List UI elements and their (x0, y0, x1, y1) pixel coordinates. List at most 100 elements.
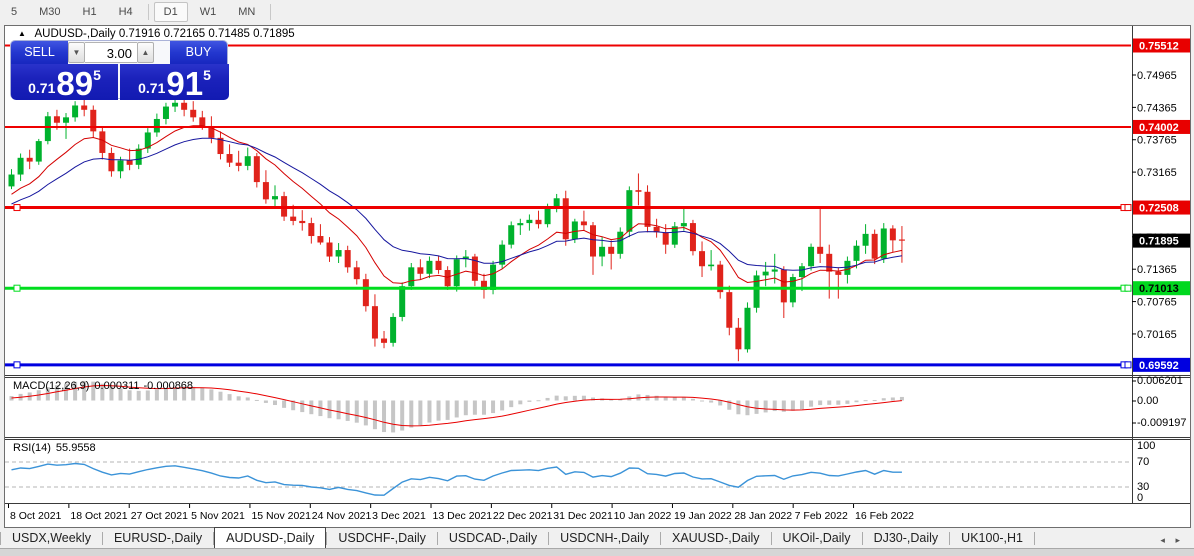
price-badge (1133, 38, 1190, 53)
buy-price-prefix: 0.71 (138, 80, 166, 96)
buy-button[interactable]: BUY (170, 41, 227, 64)
sell-price-sup: 5 (93, 67, 101, 83)
x-axis-date-label: 15 Nov 2021 (251, 510, 311, 522)
y-axis-label: 0.73165 (1137, 167, 1177, 179)
macd-axis-label: 0.00 (1137, 395, 1158, 407)
symbol-ohlc-line: AUDUSD-,Daily 0.71916 0.72165 0.71485 0.… (34, 28, 295, 40)
macd-signal-line (11, 384, 902, 427)
price-axis[interactable]: 0.749650.743650.737650.731650.719650.713… (1124, 38, 1190, 372)
tab-dj30-daily[interactable]: DJ30-,Daily (873, 531, 939, 545)
x-axis-date-label: 28 Jan 2022 (734, 510, 792, 522)
rsi-axis-label: 70 (1137, 456, 1149, 468)
tab-separator (949, 532, 951, 545)
tab-scroll-arrows: ◂ ▸ (1156, 535, 1184, 546)
buy-price-big: 91 (166, 65, 204, 102)
tab-separator (659, 532, 661, 545)
tab-scroll-right-icon[interactable]: ▸ (1175, 535, 1180, 545)
x-axis-date-label: 22 Dec 2021 (493, 510, 553, 522)
tab-usdcnh-daily[interactable]: USDCNH-,Daily (560, 531, 649, 545)
y-axis-label: 0.70165 (1137, 329, 1177, 341)
tab-xauusd-daily[interactable]: XAUUSD-,Daily (671, 531, 760, 545)
volume-input[interactable]: 3.00 (85, 42, 137, 63)
macd-pane: 0.006201 0.00 -0.009197 (9, 375, 1187, 433)
line-handle[interactable] (1124, 284, 1132, 292)
tab-eurusd-daily[interactable]: EURUSD-,Daily (113, 531, 203, 545)
price-badge-value: 0.75512 (1139, 40, 1179, 52)
macd-histogram (9, 380, 904, 433)
macd-axis-label: 0.006201 (1137, 375, 1183, 387)
tab-separator (101, 532, 103, 545)
timeframe-button-w1[interactable]: W1 (199, 5, 217, 18)
window-bottom-strip (0, 548, 1194, 556)
chart-tab-bar: USDX,Weekly EURUSD-,Daily AUDUSD-,Daily USD… (0, 527, 1194, 548)
x-axis-date-label: 18 Oct 2021 (70, 510, 127, 522)
buy-price-display[interactable]: 0.71 91 5 (120, 64, 229, 100)
y-axis-label: 0.74365 (1137, 102, 1177, 114)
price-badge-value: 0.74002 (1139, 122, 1179, 134)
timeframe-button-d1[interactable]: D1 (153, 1, 188, 22)
price-badge (1133, 200, 1190, 215)
sell-price-big: 89 (56, 65, 94, 102)
tab-audusd-daily[interactable]: AUDUSD-,Daily (214, 527, 327, 548)
tab-usdx-weekly[interactable]: USDX,Weekly (12, 531, 91, 545)
timeframe-button-5[interactable]: 5 (11, 5, 18, 18)
x-axis-date-label: 13 Dec 2021 (433, 510, 493, 522)
x-axis-date-label: 7 Feb 2022 (795, 510, 848, 522)
timeframe-button-mn[interactable]: MN (238, 5, 256, 18)
rsi-axis-label: 100 (1137, 440, 1155, 452)
rsi-axis-label: 0 (1137, 492, 1143, 504)
x-axis-date-label: 5 Nov 2021 (191, 510, 245, 522)
price-badge-value: 0.69592 (1139, 360, 1179, 372)
macd-axis-label: -0.009197 (1137, 417, 1187, 429)
x-axis-date-label: 3 Dec 2021 (372, 510, 426, 522)
rsi-pane: 100 70 300 (5, 440, 1155, 504)
main-price-pane[interactable] (8, 93, 905, 362)
x-axis-date-label: 27 Oct 2021 (131, 510, 188, 522)
tab-scroll-left-icon[interactable]: ◂ (1160, 535, 1165, 545)
toolbar-separator (270, 3, 272, 20)
sell-button[interactable]: SELL (11, 41, 68, 64)
x-axis-date-label: 16 Feb 2022 (855, 510, 914, 522)
timeframe-toolbar: 5 M30 H1 H4 D1 W1 MN (0, 0, 1194, 23)
tab-separator (548, 532, 550, 545)
line-handle[interactable] (13, 361, 21, 369)
y-axis-label: 0.70765 (1137, 297, 1177, 309)
tab-usdchf-daily[interactable]: USDCHF-,Daily (338, 531, 426, 545)
price-badge (1133, 119, 1190, 134)
sell-price-display[interactable]: 0.71 89 5 (11, 64, 118, 100)
x-axis-date-label: 19 Jan 2022 (674, 510, 732, 522)
macd-label: MACD(12,26,9) 0.000311 -0.000868 (13, 380, 193, 392)
timeframe-button-h4[interactable]: H4 (118, 5, 133, 18)
price-badge (1133, 357, 1190, 372)
price-badge (1133, 233, 1190, 248)
tab-uk100-h1[interactable]: UK100-,H1 (961, 531, 1024, 545)
y-axis-label: 0.73765 (1137, 135, 1177, 147)
line-handle[interactable] (1124, 361, 1132, 369)
tab-separator (436, 532, 438, 545)
tab-separator (0, 532, 1, 545)
tab-separator (861, 532, 863, 545)
chart-header: ▲ AUDUSD-,Daily 0.71916 0.72165 0.71485 … (18, 28, 295, 40)
volume-decrease-icon[interactable]: ▼ (68, 42, 85, 63)
line-handle[interactable] (1124, 204, 1132, 212)
tab-ukoil-daily[interactable]: UKOil-,Daily (782, 531, 851, 545)
collapse-arrow-icon[interactable]: ▲ (18, 29, 26, 38)
date-axis: 8 Oct 2021 18 Oct 2021 27 Oct 2021 5 Nov 20… (8, 504, 914, 522)
ma-slow-line (11, 137, 903, 271)
tab-separator (326, 532, 328, 545)
tab-separator (213, 532, 215, 545)
volume-increase-icon[interactable]: ▲ (137, 42, 154, 63)
line-handle[interactable] (13, 284, 21, 292)
tab-separator (770, 532, 772, 545)
timeframe-button-m30[interactable]: M30 (39, 5, 61, 18)
x-axis-date-label: 8 Oct 2021 (10, 510, 62, 522)
y-axis-label: 0.71365 (1137, 264, 1177, 276)
timeframe-button-h1[interactable]: H1 (82, 5, 97, 18)
price-badge-value: 0.72508 (1139, 203, 1179, 215)
sell-price-prefix: 0.71 (28, 80, 56, 96)
x-axis-date-label: 24 Nov 2021 (312, 510, 372, 522)
line-handle[interactable] (13, 204, 21, 212)
tab-usdcad-daily[interactable]: USDCAD-,Daily (448, 531, 538, 545)
